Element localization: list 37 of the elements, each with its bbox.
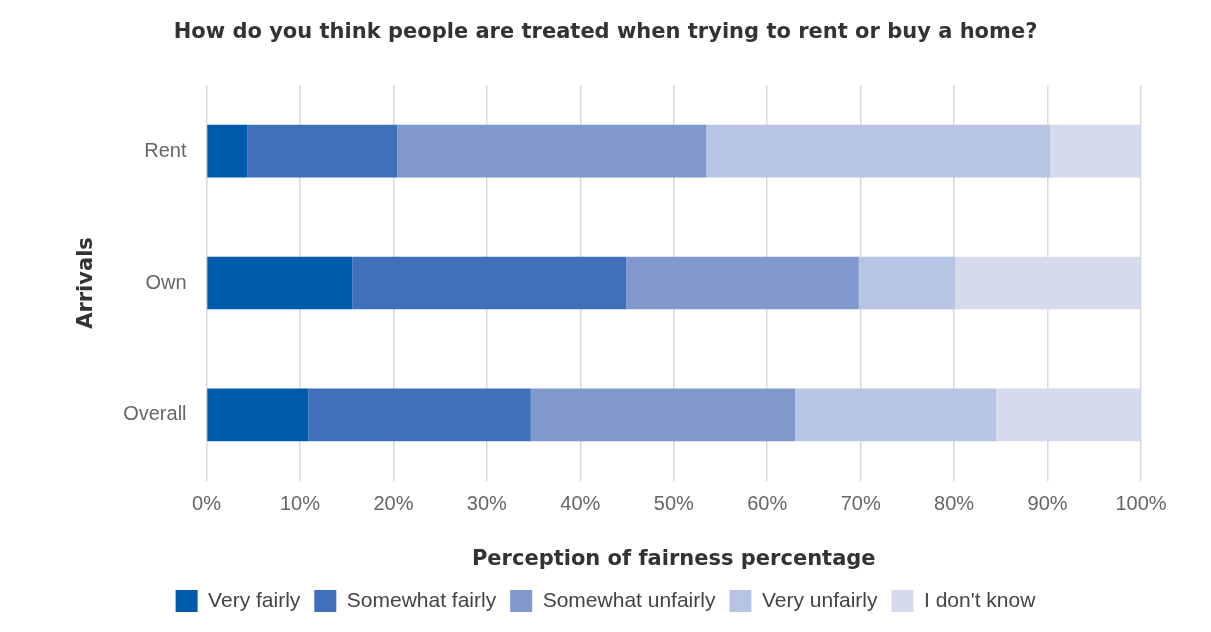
x-tick-label: 30% bbox=[466, 492, 508, 515]
legend-label: Somewhat unfairly bbox=[542, 587, 716, 611]
bar bbox=[247, 124, 398, 178]
x-tick-label: 90% bbox=[1027, 492, 1068, 515]
bar bbox=[207, 388, 309, 442]
x-tick-label: 80% bbox=[934, 492, 975, 515]
bar bbox=[352, 256, 627, 310]
x-tick-label: 60% bbox=[747, 492, 788, 515]
y-axis-title: Arrivals bbox=[73, 237, 98, 329]
y-tick-label: Rent bbox=[144, 138, 187, 161]
x-tick-label: 20% bbox=[373, 492, 414, 515]
bar bbox=[955, 256, 1141, 310]
x-tick-label: 10% bbox=[279, 492, 321, 515]
legend-label: Very fairly bbox=[208, 587, 301, 611]
x-axis-title: Perception of fairness percentage bbox=[471, 545, 876, 570]
bar bbox=[308, 388, 531, 442]
legend-label: Somewhat fairly bbox=[346, 587, 497, 611]
x-tick-label: 70% bbox=[840, 492, 881, 515]
bar bbox=[207, 256, 353, 310]
bar bbox=[858, 256, 956, 310]
y-tick-label: Overall bbox=[123, 402, 187, 425]
bar bbox=[706, 124, 1051, 178]
chart-title: How do you think people are treated when trying to rent or buy a home? bbox=[173, 19, 1038, 44]
legend-label: I don't know bbox=[923, 587, 1037, 611]
bar bbox=[795, 388, 997, 442]
x-tick-label: 40% bbox=[560, 492, 601, 515]
bar bbox=[996, 388, 1141, 442]
bar bbox=[397, 124, 707, 178]
x-tick-label: 50% bbox=[653, 492, 695, 515]
x-tick-label: 100% bbox=[1115, 492, 1167, 515]
bar bbox=[530, 388, 796, 442]
bar bbox=[1050, 124, 1141, 178]
x-tick-label: 0% bbox=[192, 492, 222, 515]
legend-label: Very unfairly bbox=[761, 587, 878, 611]
y-tick-label: Own bbox=[145, 270, 187, 293]
bar bbox=[207, 124, 248, 178]
bar bbox=[626, 256, 859, 310]
